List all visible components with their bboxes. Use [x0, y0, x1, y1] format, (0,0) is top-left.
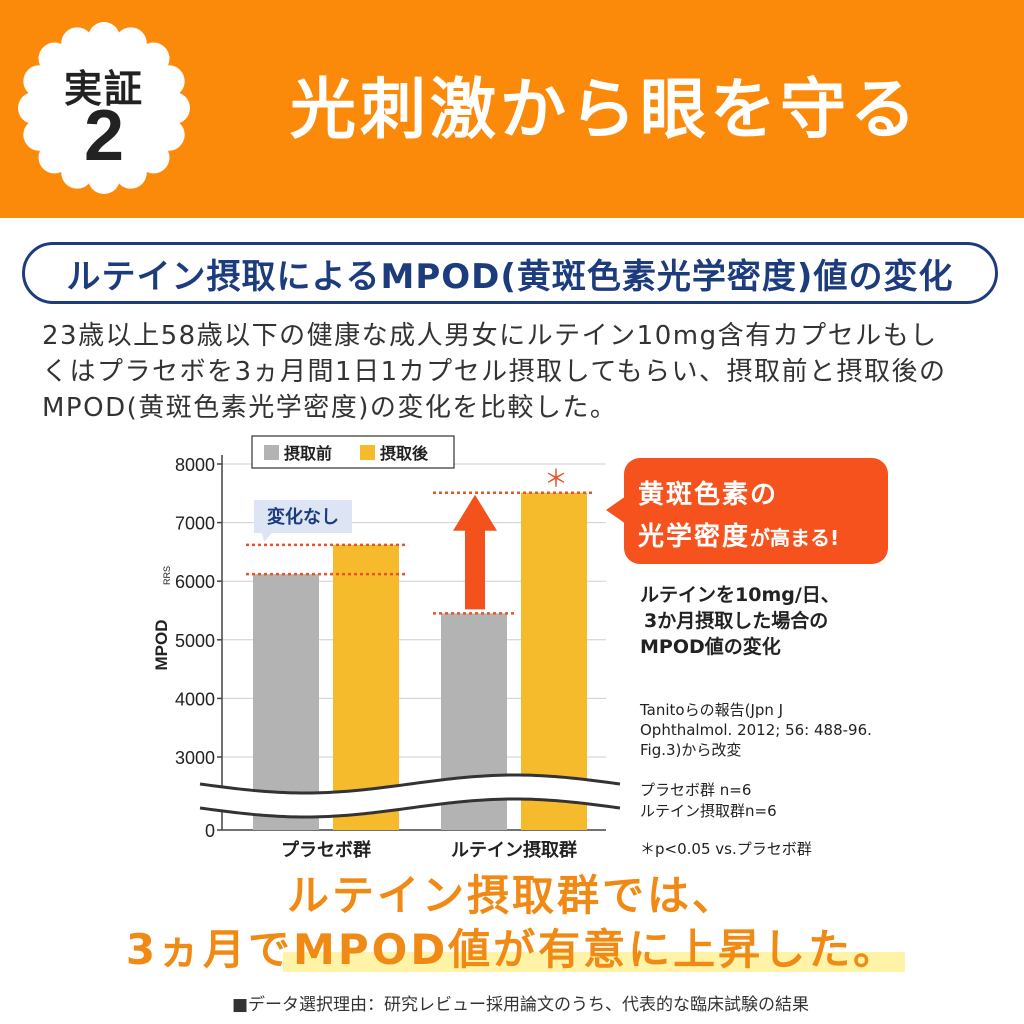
- y-tick-label: 3000: [175, 748, 215, 768]
- n-line: ルテイン摂取群n=6: [640, 802, 777, 820]
- conclusion-highlight: [283, 952, 905, 972]
- callout-pointer: [606, 496, 626, 524]
- legend-swatch: [264, 445, 279, 460]
- description-line: くはプラセボを3ヵ月間1日1カプセル摂取してもらい、摂取前と摂取後の: [42, 357, 947, 387]
- sample-size-note: プラセボ群 n=6 ルテイン摂取群n=6: [640, 780, 777, 822]
- n-line: プラセボ群 n=6: [640, 781, 752, 799]
- header-banner: 実証 2 光刺激から眼を守る: [0, 0, 1024, 218]
- callout-line1: 黄斑色素の: [638, 480, 779, 510]
- no-change-label: 変化なし: [267, 506, 339, 528]
- y-tick-label: 5000: [175, 631, 215, 651]
- category-label: プラセボ群: [281, 839, 371, 861]
- chart-summary-note: ルテインを10mg/日、 3か月摂取した場合の MPOD値の変化: [640, 582, 840, 660]
- scalloped-badge-shape: [18, 22, 190, 194]
- summary-line: MPOD値の変化: [640, 636, 781, 658]
- reference-line: Ophthalmol. 2012; 56: 488-96.: [640, 721, 872, 739]
- reference-line: Tanitoらの報告(Jpn J: [640, 701, 784, 719]
- y-tick-label: 6000: [175, 572, 215, 592]
- callout-emphasis: 光学密度: [638, 522, 751, 552]
- callout-suffix: が高まる!: [750, 526, 840, 550]
- reference-note: Tanitoらの報告(Jpn J Ophthalmol. 2012; 56: 4…: [640, 700, 872, 760]
- bar-after: [521, 492, 587, 830]
- conclusion-line2: 3ヵ月でMPOD値が有意に上昇した。: [125, 925, 899, 974]
- badge-label: 実証: [63, 67, 144, 111]
- significance-mark: ＊: [544, 465, 568, 493]
- y-tick-label: 4000: [175, 689, 215, 709]
- chart-subtitle: ルテイン摂取によるMPOD(黄斑色素光学密度)値の変化: [22, 242, 998, 304]
- badge-number: 2: [83, 96, 125, 176]
- page-title: 光刺激から眼を守る: [290, 71, 920, 148]
- conclusion-line1: ルテイン摂取群では、: [286, 871, 737, 920]
- increase-arrow: [453, 494, 497, 610]
- y-axis-label: MPOD: [152, 620, 171, 671]
- bar-after: [333, 544, 399, 830]
- data-selection-footnote: ■データ選択理由：研究レビュー採用論文のうち、代表的な臨床試験の結果: [232, 995, 810, 1015]
- category-label: ルテイン摂取群: [451, 839, 577, 861]
- summary-line: ルテインを10mg/日、: [640, 584, 840, 606]
- axis-break-line: [199, 773, 621, 795]
- reference-line: Fig.3)から改変: [640, 741, 742, 759]
- legend-label: 摂取後: [380, 444, 429, 463]
- callout-line2: 光学密度が高まる!: [638, 516, 839, 553]
- y-tick-label: 8000: [175, 455, 215, 475]
- y-tick-label: 0: [205, 821, 215, 841]
- no-change-bubble: [254, 500, 352, 542]
- y-axis-unit: RRS: [162, 566, 172, 585]
- bar-before: [253, 574, 319, 830]
- legend-box: [251, 435, 455, 469]
- result-callout: 黄斑色素の 光学密度が高まる!: [606, 458, 888, 564]
- description-line: MPOD(黄斑色素光学密度)の変化を比較した。: [42, 393, 618, 423]
- summary-line: 3か月摂取した場合の: [644, 610, 829, 632]
- description-line: 23歳以上58歳以下の健康な成人男女にルテイン10mg含有カプセルもし: [42, 321, 938, 351]
- proof-badge: 実証 2: [18, 22, 190, 194]
- y-tick-label: 7000: [175, 514, 215, 534]
- p-value-note: ＊p<0.05 vs.プラセボ群: [640, 840, 812, 858]
- study-description: 23歳以上58歳以下の健康な成人男女にルテイン10mg含有カプセルもし くはプラ…: [42, 318, 992, 426]
- legend-swatch: [360, 445, 375, 460]
- legend-label: 摂取前: [284, 444, 332, 463]
- axis-break-band: [200, 775, 620, 817]
- axis-break-line: [199, 797, 621, 819]
